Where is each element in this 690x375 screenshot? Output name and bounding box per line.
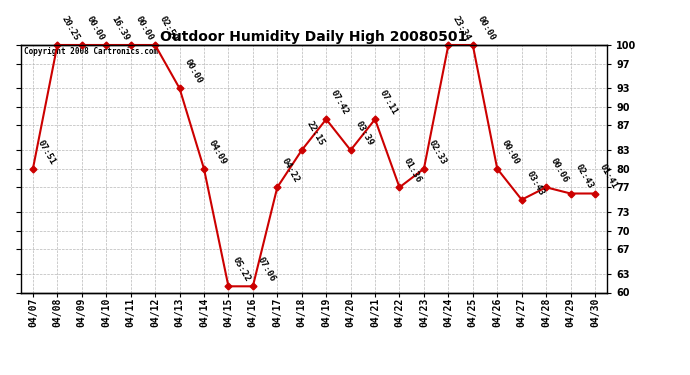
Text: 16:39: 16:39 xyxy=(109,15,130,42)
Text: 00:00: 00:00 xyxy=(182,58,204,86)
Text: 03:43: 03:43 xyxy=(524,169,546,197)
Text: 00:00: 00:00 xyxy=(133,15,155,42)
Text: 07:51: 07:51 xyxy=(36,138,57,166)
Text: 07:06: 07:06 xyxy=(255,256,277,284)
Text: 22:15: 22:15 xyxy=(304,120,326,147)
Text: 02:33: 02:33 xyxy=(426,138,448,166)
Text: 00:00: 00:00 xyxy=(500,138,521,166)
Text: 23:34: 23:34 xyxy=(451,15,473,42)
Text: 07:42: 07:42 xyxy=(329,89,351,117)
Text: 02:59: 02:59 xyxy=(158,15,179,42)
Text: 05:22: 05:22 xyxy=(231,256,253,284)
Text: 04:22: 04:22 xyxy=(280,157,302,184)
Text: 04:09: 04:09 xyxy=(207,138,228,166)
Text: 00:06: 00:06 xyxy=(549,157,570,184)
Text: 02:43: 02:43 xyxy=(573,163,595,191)
Title: Outdoor Humidity Daily High 20080501: Outdoor Humidity Daily High 20080501 xyxy=(160,30,468,44)
Text: 00:00: 00:00 xyxy=(475,15,497,42)
Text: Copyright 2008 Cartronics.com: Copyright 2008 Cartronics.com xyxy=(23,48,158,57)
Text: 20:25: 20:25 xyxy=(60,15,81,42)
Text: 03:39: 03:39 xyxy=(353,120,375,147)
Text: 01:41: 01:41 xyxy=(598,163,619,191)
Text: 00:00: 00:00 xyxy=(85,15,106,42)
Text: 01:36: 01:36 xyxy=(402,157,424,184)
Text: 07:11: 07:11 xyxy=(378,89,399,117)
